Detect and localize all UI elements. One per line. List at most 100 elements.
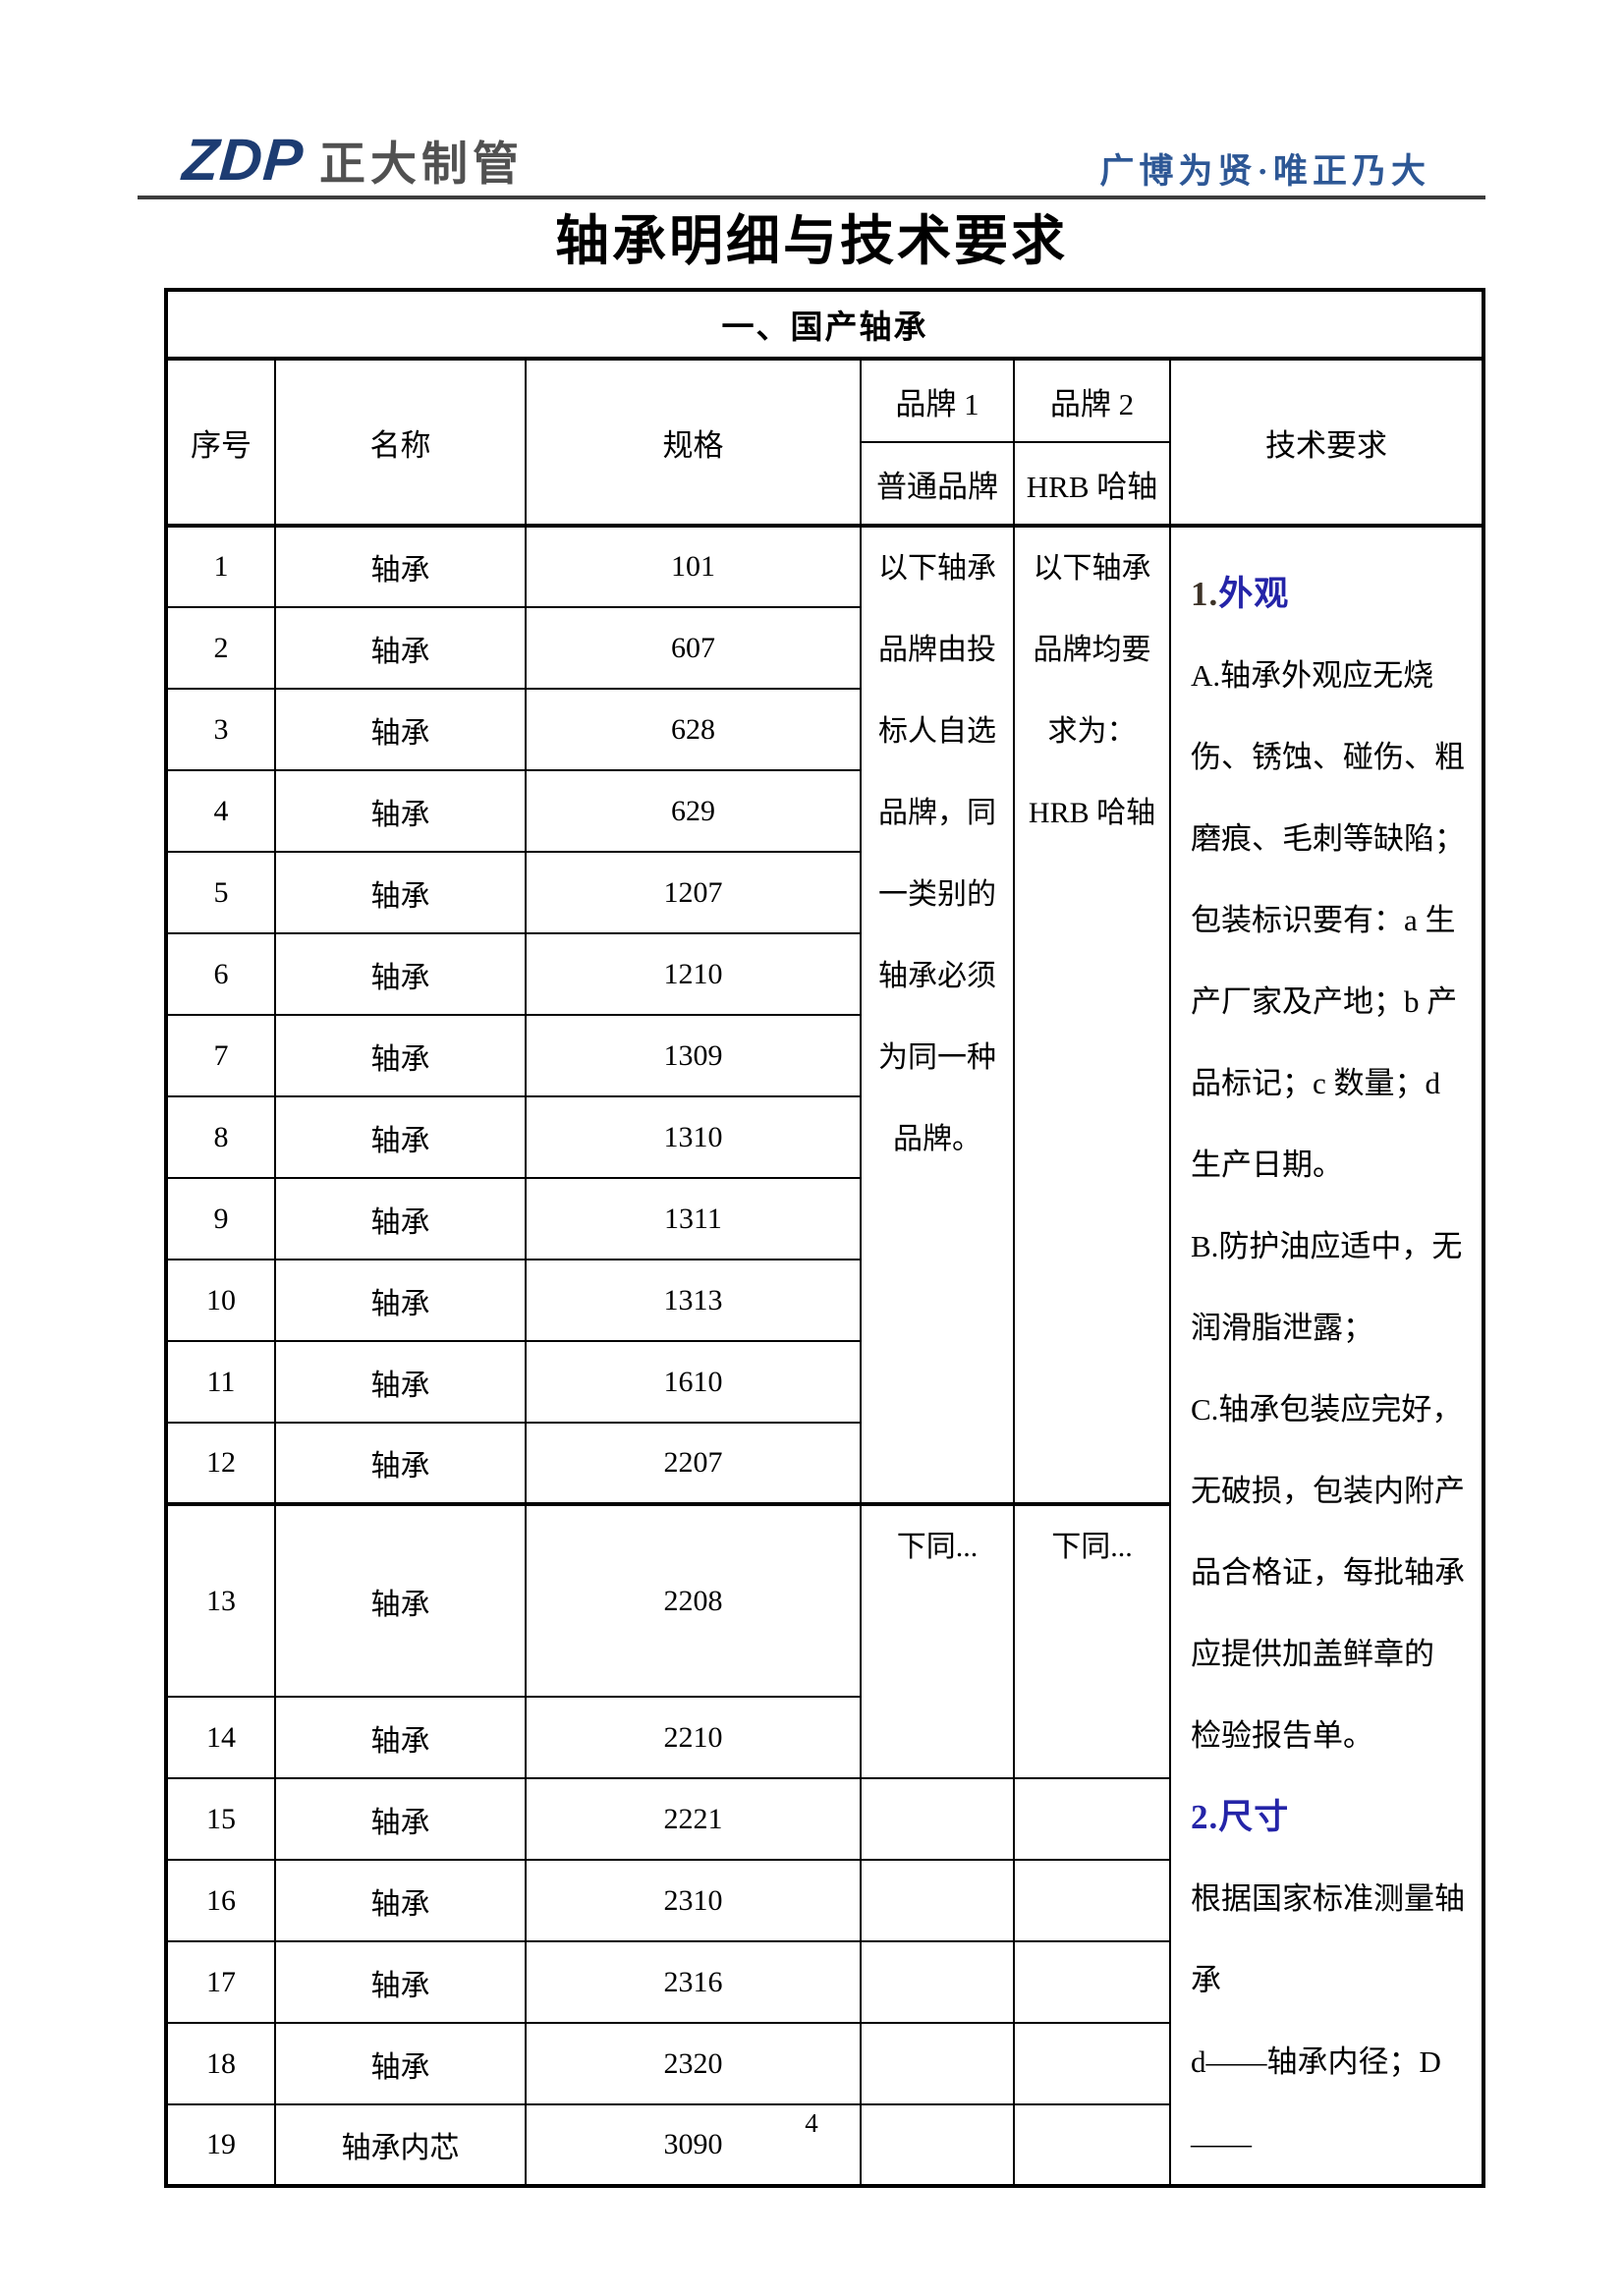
cell-name: 轴承 bbox=[274, 1777, 527, 1861]
cell-spec: 2207 bbox=[525, 1422, 862, 1505]
table-header: 一、国产轴承 序号 名称 规格 品牌 1 品牌 2 技术要求 普通品牌 HRB … bbox=[164, 289, 1485, 528]
cell-name: 轴承 bbox=[274, 2022, 527, 2105]
cell-spec: 2310 bbox=[525, 1859, 862, 1942]
col-header-brand2: 品牌 2 bbox=[1013, 358, 1171, 443]
cell-spec: 3090 bbox=[525, 2103, 862, 2187]
col-header-tech: 技术要求 bbox=[1168, 358, 1485, 528]
cell-brand1-empty bbox=[860, 2022, 1015, 2105]
cell-seq: 4 bbox=[165, 769, 276, 853]
table-body: 1 轴承 101 以下轴承 品牌由投 标人自选 品牌，同 一类别的 轴承必须 为同一种… bbox=[165, 525, 1485, 2187]
cell-seq: 6 bbox=[165, 932, 276, 1016]
cell-name: 轴承 bbox=[274, 851, 527, 934]
table-row: 4 轴承 629 bbox=[165, 769, 1483, 853]
cell-tech-requirements: 1.外观 A.轴承外观应无烧 伤、锈蚀、碰伤、粗 磨痕、毛刺等缺陷； 包装标识要有：a … bbox=[1168, 525, 1485, 2187]
tech-heading-text: 尺寸 bbox=[1218, 1798, 1290, 1836]
cell-brand1-empty bbox=[860, 2103, 1015, 2187]
cell-name: 轴承 bbox=[274, 1340, 527, 1424]
cell-seq: 10 bbox=[165, 1259, 276, 1342]
table-row: 3 轴承 628 bbox=[165, 688, 1483, 771]
cell-name: 轴承 bbox=[274, 1502, 527, 1698]
header-slogan: 广博为贤·唯正乃大 bbox=[1099, 152, 1430, 191]
cell-name: 轴承 bbox=[274, 1422, 527, 1505]
cell-seq: 9 bbox=[165, 1177, 276, 1260]
table-row: 15 轴承 2221 bbox=[165, 1777, 1483, 1861]
cell-seq: 13 bbox=[165, 1502, 276, 1698]
cell-name: 轴承 bbox=[274, 606, 527, 690]
cell-spec: 1311 bbox=[525, 1177, 862, 1260]
tech-heading-number: 2. bbox=[1191, 1798, 1219, 1836]
tech-line: 润滑脂泄露； bbox=[1191, 1311, 1373, 1345]
table-row: 19 轴承内芯 3090 bbox=[165, 2103, 1483, 2187]
cell-seq: 5 bbox=[165, 851, 276, 934]
col-header-spec: 规格 bbox=[525, 358, 862, 528]
cell-seq: 17 bbox=[165, 1940, 276, 2024]
cell-brand1-empty bbox=[860, 1859, 1015, 1942]
col-header-brand1-sub: 普通品牌 bbox=[860, 441, 1015, 528]
cell-spec: 1310 bbox=[525, 1095, 862, 1179]
table-row: 18 轴承 2320 bbox=[165, 2022, 1483, 2105]
tech-line: 磨痕、毛刺等缺陷； bbox=[1191, 821, 1465, 856]
cell-spec: 607 bbox=[525, 606, 862, 690]
cell-seq: 14 bbox=[165, 1696, 276, 1779]
cell-seq: 19 bbox=[165, 2103, 276, 2187]
cell-seq: 2 bbox=[165, 606, 276, 690]
logo-company-name: 正大制管 bbox=[319, 138, 524, 190]
cell-name: 轴承 bbox=[274, 1940, 527, 2024]
tech-heading-number: 1. bbox=[1191, 575, 1219, 613]
cell-spec: 1207 bbox=[525, 851, 862, 934]
cell-name: 轴承 bbox=[274, 1859, 527, 1942]
tech-heading: 2.尺寸 bbox=[1191, 1776, 1468, 1858]
cell-name: 轴承 bbox=[274, 688, 527, 771]
tech-line: 应提供加盖鲜章的 bbox=[1191, 1637, 1434, 1671]
cell-name: 轴承 bbox=[274, 932, 527, 1016]
table-row: 2 轴承 607 bbox=[165, 606, 1483, 690]
table-row: 11 轴承 1610 bbox=[165, 1340, 1483, 1424]
cell-spec: 2320 bbox=[525, 2022, 862, 2105]
cell-brand1-ditto: 下同... bbox=[860, 1502, 1015, 1779]
cell-name: 轴承 bbox=[274, 1014, 527, 1097]
table-row: 9 轴承 1311 bbox=[165, 1177, 1483, 1260]
cell-brand2-ditto: 下同... bbox=[1013, 1502, 1171, 1779]
tech-line: A.轴承外观应无烧 bbox=[1191, 658, 1434, 693]
tech-line: 检验报告单。 bbox=[1191, 1718, 1373, 1753]
cell-spec: 2210 bbox=[525, 1696, 862, 1779]
cell-spec: 629 bbox=[525, 769, 862, 853]
col-header-brand2-sub: HRB 哈轴 bbox=[1013, 441, 1171, 528]
tech-line: C.轴承包装应完好， bbox=[1191, 1392, 1463, 1427]
tech-line: 无破损，包装内附产 bbox=[1191, 1474, 1465, 1508]
cell-spec: 1309 bbox=[525, 1014, 862, 1097]
cell-seq: 15 bbox=[165, 1777, 276, 1861]
cell-name: 轴承 bbox=[274, 525, 527, 608]
cell-spec: 1610 bbox=[525, 1340, 862, 1424]
cell-brand2-empty bbox=[1013, 2022, 1171, 2105]
cell-spec: 2221 bbox=[525, 1777, 862, 1861]
cell-seq: 12 bbox=[165, 1422, 276, 1505]
page-number: 4 bbox=[805, 2108, 818, 2138]
cell-seq: 1 bbox=[165, 525, 276, 608]
tech-line: 根据国家标准测量轴承 bbox=[1191, 1881, 1465, 1997]
cell-brand1-empty bbox=[860, 1777, 1015, 1861]
header-divider bbox=[138, 196, 1485, 199]
cell-brand1-empty bbox=[860, 1940, 1015, 2024]
table-row: 10 轴承 1313 bbox=[165, 1259, 1483, 1342]
cell-spec: 1210 bbox=[525, 932, 862, 1016]
logo-zdp-text: ZDP bbox=[180, 127, 307, 193]
cell-name: 轴承内芯 bbox=[274, 2103, 527, 2187]
cell-spec: 1313 bbox=[525, 1259, 862, 1342]
table-caption: 一、国产轴承 bbox=[164, 289, 1485, 361]
cell-spec: 628 bbox=[525, 688, 862, 771]
cell-brand2-empty bbox=[1013, 1777, 1171, 1861]
cell-seq: 7 bbox=[165, 1014, 276, 1097]
cell-seq: 11 bbox=[165, 1340, 276, 1424]
tech-line: 产厂家及产地；b 产 bbox=[1191, 984, 1458, 1019]
bearing-table: 一、国产轴承 序号 名称 规格 品牌 1 品牌 2 技术要求 普通品牌 HRB … bbox=[164, 288, 1486, 2188]
cell-name: 轴承 bbox=[274, 769, 527, 853]
cell-name: 轴承 bbox=[274, 1696, 527, 1779]
cell-seq: 3 bbox=[165, 688, 276, 771]
table-row: 6 轴承 1210 bbox=[165, 932, 1483, 1016]
col-header-name: 名称 bbox=[274, 358, 527, 528]
table-row: 14 轴承 2210 bbox=[165, 1696, 1483, 1779]
cell-name: 轴承 bbox=[274, 1095, 527, 1179]
cell-seq: 18 bbox=[165, 2022, 276, 2105]
cell-name: 轴承 bbox=[274, 1259, 527, 1342]
